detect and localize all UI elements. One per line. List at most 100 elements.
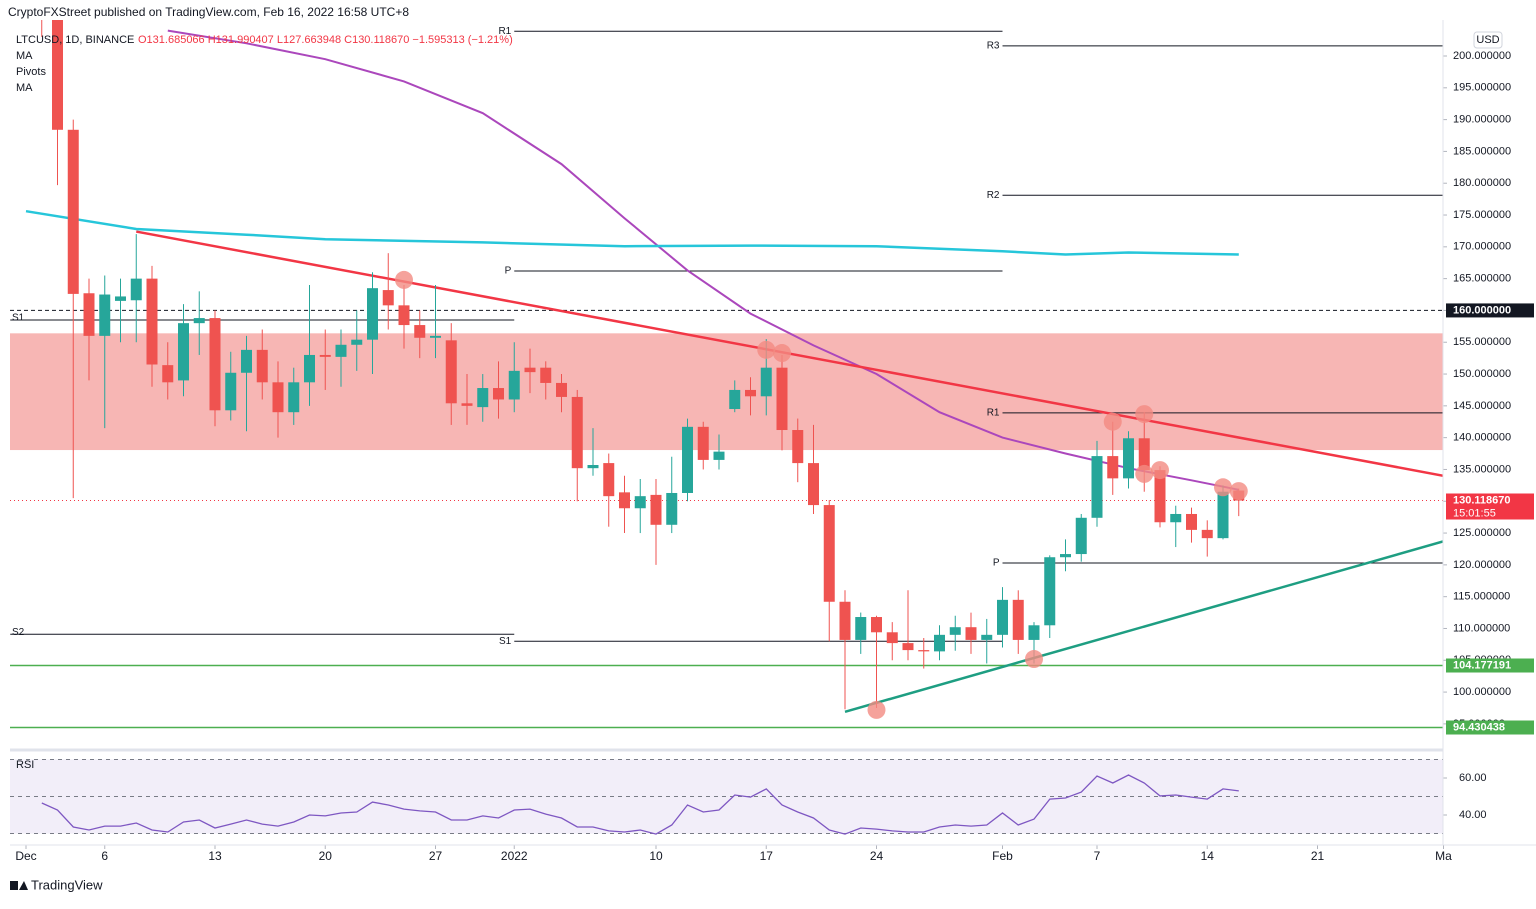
- y-tick-label: 140.000000: [1453, 432, 1511, 444]
- price-label: 104.177191: [1453, 659, 1511, 671]
- candle-body: [319, 354, 331, 357]
- price-label-box: [1446, 658, 1534, 673]
- candle-body: [477, 388, 489, 408]
- candle-body: [398, 305, 410, 326]
- x-tick-label: 21: [1311, 849, 1325, 863]
- candle-body: [540, 367, 552, 383]
- candle-body: [52, 20, 63, 130]
- candle-body: [178, 323, 189, 381]
- pivot-label: R1: [987, 407, 1000, 418]
- y-tick-label: 135.000000: [1453, 463, 1511, 475]
- candle-body: [1028, 625, 1040, 640]
- resistance-zone: [10, 333, 1443, 451]
- candle-body: [981, 634, 993, 640]
- x-tick-label: Ma: [1435, 849, 1452, 863]
- pivot-label: P: [505, 266, 512, 277]
- price-label: 94.430438: [1453, 721, 1505, 733]
- rsi-tick-label: 40.00: [1459, 809, 1487, 821]
- rsi-pane: [10, 758, 1443, 835]
- candle-body: [382, 290, 394, 306]
- x-tick-label: 20: [319, 849, 333, 863]
- candle-body: [508, 370, 520, 400]
- brand-logo: [10, 881, 28, 890]
- price-label: 160.000000: [1453, 304, 1511, 316]
- candle-body: [146, 278, 158, 365]
- candle-body: [745, 389, 756, 397]
- y-tick-label: 175.000000: [1453, 209, 1511, 221]
- price-label-box: [1446, 720, 1534, 735]
- trendline: [844, 540, 1443, 713]
- candle-body: [556, 382, 567, 397]
- candle-body: [162, 365, 174, 383]
- candle-body: [67, 129, 79, 294]
- price-label: 130.118670: [1453, 494, 1511, 506]
- brand: TradingView: [31, 877, 103, 892]
- candle-body: [713, 451, 725, 460]
- publish-header: CryptoFXStreet published on TradingView.…: [8, 5, 409, 19]
- candle-body: [1012, 599, 1024, 640]
- y-tick-label: 125.000000: [1453, 527, 1511, 539]
- candle-body: [1091, 456, 1103, 518]
- candle-body: [272, 382, 284, 413]
- moving-average: [25, 209, 1239, 256]
- pivot-label: S1: [499, 636, 512, 647]
- y-tick-label: 100.000000: [1453, 686, 1511, 698]
- price-label-box: [1446, 303, 1534, 318]
- pivot-label: S2: [12, 627, 25, 638]
- x-tick-label: 7: [1094, 849, 1101, 863]
- candle-body: [524, 367, 536, 373]
- symbol: LTCUSD, 1D, BINANCE: [16, 34, 134, 46]
- candle-body: [367, 288, 378, 340]
- highlight-marker: [1103, 412, 1122, 431]
- currency-box: [1473, 31, 1503, 49]
- pivot-label: S1: [12, 313, 25, 324]
- candle-body: [776, 367, 788, 431]
- candle-body: [902, 643, 914, 651]
- candle-body: [839, 601, 851, 640]
- x-tick-label: 27: [429, 849, 443, 863]
- ohlc: O131.685066 H131.990407 L127.663948 C130…: [138, 34, 513, 46]
- pivot-label: R3: [987, 40, 1000, 51]
- axes: 95.000000100.000000105.000000110.0000001…: [12, 26, 1534, 863]
- candle-body: [115, 296, 126, 301]
- highlight-marker: [395, 270, 413, 289]
- candle-body: [650, 494, 662, 525]
- indicator-label: MA: [16, 50, 33, 62]
- candle-body: [288, 382, 300, 413]
- candle-body: [461, 403, 473, 406]
- candle-body: [792, 430, 804, 464]
- candle-body: [823, 505, 835, 602]
- candle-body: [225, 372, 237, 411]
- highlight-marker: [1151, 461, 1169, 480]
- candle-body: [335, 344, 347, 357]
- candle-body: [1060, 554, 1071, 558]
- indicator-label: MA: [16, 82, 33, 94]
- candle-body: [760, 367, 772, 397]
- candle-body: [666, 492, 678, 525]
- candle-body: [949, 627, 961, 635]
- candle-body: [934, 634, 945, 652]
- candle-body: [1217, 491, 1229, 539]
- rsi-line: [41, 774, 1239, 835]
- highlight-marker: [1135, 405, 1154, 424]
- candle-body: [855, 617, 867, 640]
- price-label-box: [1446, 493, 1534, 520]
- candle-body: [871, 617, 882, 633]
- candle-body: [241, 349, 252, 373]
- y-tick-label: 165.000000: [1453, 273, 1511, 285]
- candle-body: [587, 464, 599, 469]
- candle-body: [193, 318, 205, 324]
- x-tick-label: 17: [760, 849, 774, 863]
- candle-body: [571, 396, 583, 469]
- candle-body: [886, 632, 898, 644]
- candle-body: [1154, 470, 1166, 523]
- x-tick-label: 24: [870, 849, 884, 863]
- candle-body: [445, 340, 457, 404]
- candle-body: [209, 318, 221, 411]
- highlight-marker: [1025, 650, 1043, 669]
- indicator-label: Pivots: [16, 66, 46, 78]
- candle-body: [634, 496, 646, 509]
- x-tick-label: 2022: [501, 849, 528, 863]
- candle-body: [918, 650, 930, 652]
- candle-body: [414, 325, 426, 338]
